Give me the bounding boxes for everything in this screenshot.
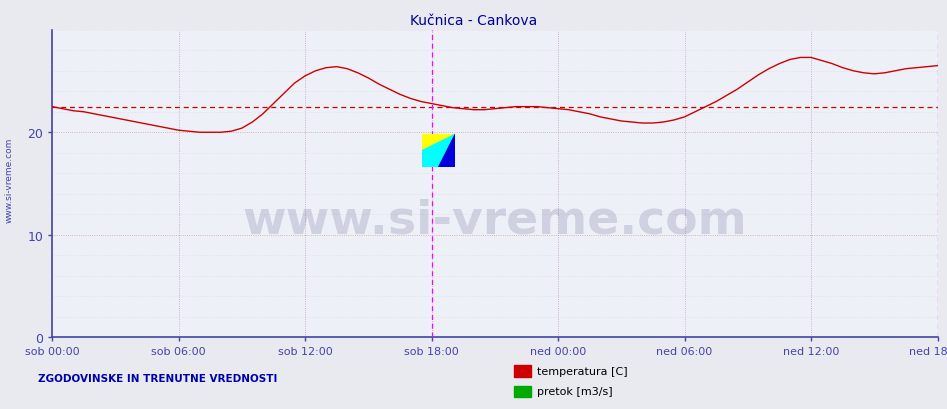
Text: pretok [m3/s]: pretok [m3/s] bbox=[537, 387, 613, 396]
Polygon shape bbox=[422, 135, 456, 151]
Text: ZGODOVINSKE IN TRENUTNE VREDNOSTI: ZGODOVINSKE IN TRENUTNE VREDNOSTI bbox=[38, 373, 277, 383]
Polygon shape bbox=[438, 135, 456, 168]
Text: www.si-vreme.com: www.si-vreme.com bbox=[5, 137, 14, 222]
Polygon shape bbox=[422, 135, 456, 168]
Text: www.si-vreme.com: www.si-vreme.com bbox=[242, 198, 747, 243]
Text: temperatura [C]: temperatura [C] bbox=[537, 366, 628, 376]
Text: Kučnica - Cankova: Kučnica - Cankova bbox=[410, 14, 537, 28]
